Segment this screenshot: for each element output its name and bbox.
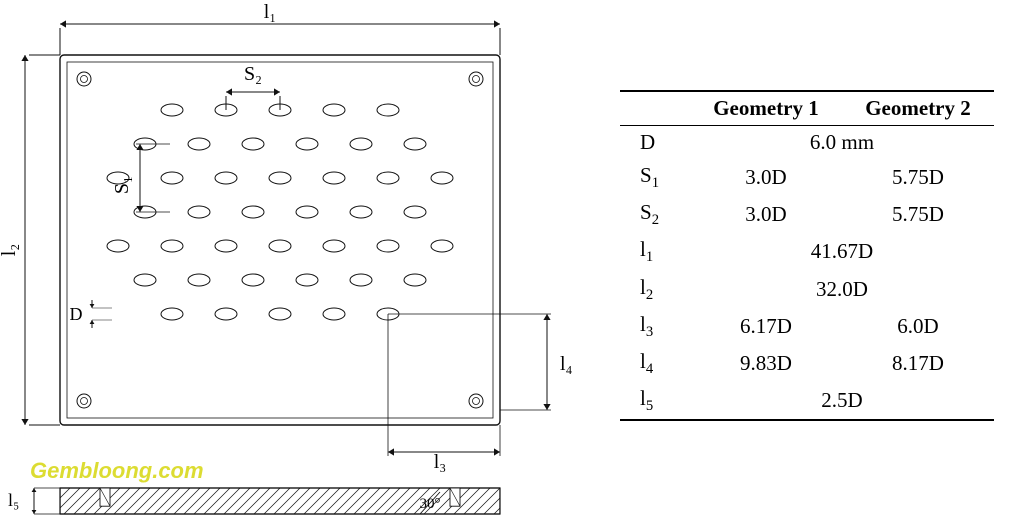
svg-text:l₂: l₂ xyxy=(0,244,20,257)
table-row: l232.0D xyxy=(620,271,994,308)
row-value: 41.67D xyxy=(690,233,994,270)
svg-text:D: D xyxy=(70,304,83,324)
row-g2: 5.75D xyxy=(842,196,994,233)
row-label: l1 xyxy=(620,233,690,270)
table-row: S13.0D5.75D xyxy=(620,159,994,196)
row-label: S2 xyxy=(620,196,690,233)
table-row: l36.17D6.0D xyxy=(620,308,994,345)
svg-text:l₁: l₁ xyxy=(264,1,277,23)
engineering-drawing: l₁l₂S₂S₁Dl₄l₃30°l₅ Gembloong.com xyxy=(0,0,590,522)
row-g2: 6.0D xyxy=(842,308,994,345)
figure-container: l₁l₂S₂S₁Dl₄l₃30°l₅ Gembloong.com Geometr… xyxy=(0,0,1024,522)
row-label: l4 xyxy=(620,345,690,382)
table-row: l49.83D8.17D xyxy=(620,345,994,382)
row-label: l2 xyxy=(620,271,690,308)
row-g1: 3.0D xyxy=(690,196,842,233)
row-g1: 3.0D xyxy=(690,159,842,196)
row-value: 6.0 mm xyxy=(690,126,994,160)
plate-svg: l₁ l₂ S₂ S₁ Dl₄ l₃ 30° l₅ xyxy=(0,0,590,522)
table-row: D6.0 mm xyxy=(620,126,994,160)
svg-text:l₄: l₄ xyxy=(560,353,573,375)
row-value: 32.0D xyxy=(690,271,994,308)
row-g2: 8.17D xyxy=(842,345,994,382)
svg-text:30°: 30° xyxy=(420,496,441,512)
row-g1: 9.83D xyxy=(690,345,842,382)
geometry-table-panel: Geometry 1 Geometry 2 D6.0 mmS13.0D5.75D… xyxy=(590,0,1024,522)
svg-text:l₃: l₃ xyxy=(434,451,447,473)
table-row: l141.67D xyxy=(620,233,994,270)
row-label: l5 xyxy=(620,382,690,420)
svg-text:S₂: S₂ xyxy=(244,63,262,85)
header-g2: Geometry 2 xyxy=(842,91,994,126)
row-g2: 5.75D xyxy=(842,159,994,196)
row-label: l3 xyxy=(620,308,690,345)
row-value: 2.5D xyxy=(690,382,994,420)
geometry-table: Geometry 1 Geometry 2 D6.0 mmS13.0D5.75D… xyxy=(620,90,994,421)
header-g1: Geometry 1 xyxy=(690,91,842,126)
table-row: S23.0D5.75D xyxy=(620,196,994,233)
table-body: D6.0 mmS13.0D5.75DS23.0D5.75Dl141.67Dl23… xyxy=(620,126,994,421)
svg-text:S₁: S₁ xyxy=(111,176,133,194)
row-label: S1 xyxy=(620,159,690,196)
row-label: D xyxy=(620,126,690,160)
table-row: l52.5D xyxy=(620,382,994,420)
row-g1: 6.17D xyxy=(690,308,842,345)
svg-text:l₅: l₅ xyxy=(8,490,19,510)
header-blank xyxy=(620,91,690,126)
